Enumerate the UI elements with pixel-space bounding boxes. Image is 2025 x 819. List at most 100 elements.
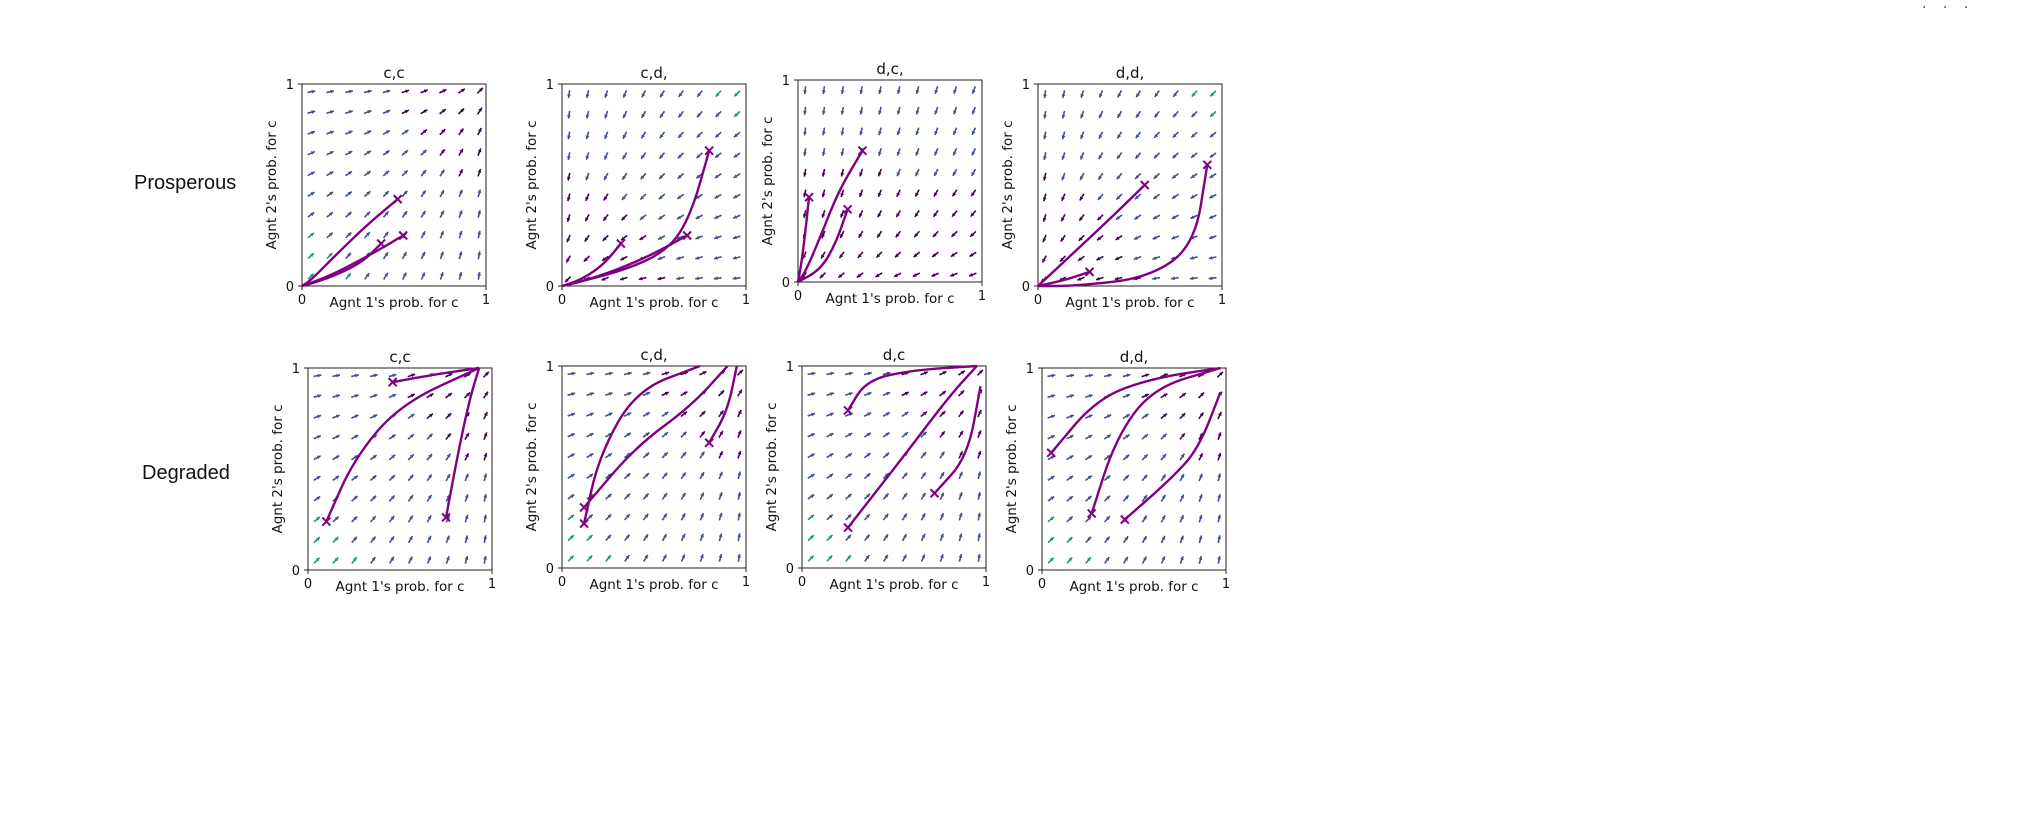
field-arrowhead <box>934 172 938 177</box>
field-arrowhead <box>663 493 667 498</box>
field-arrowhead <box>311 110 316 114</box>
field-arrowhead <box>1200 392 1205 397</box>
field-arrowhead <box>404 150 409 154</box>
field-arrowhead <box>1116 195 1121 200</box>
field-arrowhead <box>447 413 452 417</box>
field-arrowhead <box>1126 373 1131 378</box>
x-tick-label: 0 <box>794 289 802 304</box>
field-arrowhead <box>658 215 663 220</box>
field-arrowhead <box>977 512 982 517</box>
y-tick-label: 0 <box>1022 280 1030 295</box>
field-arrowhead <box>310 192 315 196</box>
field-arrowhead <box>940 533 944 538</box>
panel-title: c,c <box>389 348 410 366</box>
field-arrowhead <box>458 251 463 256</box>
field-arrowhead <box>645 452 650 457</box>
trajectory-start-marker <box>1202 160 1212 170</box>
field-arrowhead <box>441 149 445 154</box>
field-arrowhead <box>1199 412 1204 417</box>
field-arrowhead <box>940 554 944 559</box>
field-arrowhead <box>1117 93 1122 98</box>
field-arrowhead <box>977 533 981 538</box>
field-arrowhead <box>894 273 899 277</box>
field-arrowhead <box>830 392 834 396</box>
field-arrowhead <box>603 196 608 201</box>
field-arrowhead <box>1180 515 1184 520</box>
field-arrowhead <box>700 451 705 456</box>
field-arrowhead <box>1189 276 1194 281</box>
field-arrowhead <box>384 252 389 257</box>
x-axis-label: Agnt 1's prob. for c <box>1069 579 1198 595</box>
field-arrowhead <box>678 113 683 118</box>
vector-field <box>567 369 744 562</box>
field-arrowhead <box>1043 135 1047 140</box>
field-arrowhead <box>391 454 396 459</box>
field-arrowhead <box>384 272 388 277</box>
field-arrowhead <box>802 213 807 218</box>
field-arrowhead <box>483 432 488 437</box>
y-tick-label: 1 <box>546 360 554 375</box>
field-arrowhead <box>921 533 926 538</box>
field-arrowhead <box>1191 113 1196 117</box>
field-arrowhead <box>1049 537 1054 542</box>
trajectory-line <box>325 366 480 523</box>
field-arrowhead <box>875 273 880 277</box>
field-arrowhead <box>1171 276 1175 281</box>
field-arrowhead <box>1210 92 1215 97</box>
field-arrowhead <box>1190 256 1194 260</box>
field-arrowhead <box>677 215 682 220</box>
field-arrowhead <box>1180 535 1184 540</box>
field-arrowhead <box>977 409 982 414</box>
field-arrowhead <box>310 151 315 155</box>
field-arrowhead <box>1114 276 1119 281</box>
field-arrowhead <box>1069 455 1074 460</box>
field-arrowhead <box>1080 175 1084 180</box>
field-arrowhead <box>847 493 852 498</box>
field-arrowhead <box>477 148 482 153</box>
field-arrowhead <box>811 412 816 417</box>
field-arrowhead <box>1117 134 1121 139</box>
field-arrowhead <box>335 475 340 480</box>
field-arrowhead <box>810 494 815 499</box>
field-arrowhead <box>934 89 939 94</box>
field-arrowhead <box>585 135 590 140</box>
field-arrowhead <box>840 110 845 115</box>
field-arrowhead <box>971 89 976 94</box>
field-arrowhead <box>1134 215 1139 220</box>
field-arrowhead <box>1135 175 1139 179</box>
field-arrowhead <box>1209 153 1214 158</box>
field-arrowhead <box>714 235 719 240</box>
field-arrowhead <box>933 192 938 197</box>
field-arrowhead <box>896 172 901 177</box>
field-arrowhead <box>427 515 432 520</box>
field-arrowhead <box>1043 114 1047 119</box>
field-arrowhead <box>386 110 391 114</box>
field-arrowhead <box>681 492 686 497</box>
field-arrowhead <box>718 533 723 538</box>
field-arrowhead <box>840 233 844 238</box>
field-arrowhead <box>460 88 465 93</box>
panel-title: c,d, <box>640 346 667 364</box>
field-arrowhead <box>931 273 936 277</box>
field-arrowhead <box>602 257 607 261</box>
field-arrowhead <box>608 392 613 396</box>
field-arrowhead <box>1061 135 1066 140</box>
field-arrowhead <box>465 453 469 458</box>
field-arrowhead <box>367 110 372 114</box>
y-tick-label: 1 <box>1026 362 1034 377</box>
field-arrowhead <box>607 453 612 457</box>
field-arrowhead <box>347 273 351 278</box>
field-arrowhead <box>353 557 357 562</box>
field-arrowhead <box>589 412 594 417</box>
field-arrowhead <box>1208 276 1213 281</box>
field-arrowhead <box>1061 196 1065 201</box>
field-arrowhead <box>847 534 851 539</box>
field-arrowhead <box>959 471 963 476</box>
field-arrowhead <box>440 210 444 215</box>
field-arrowhead <box>570 494 575 499</box>
field-arrowhead <box>718 554 723 559</box>
field-arrowhead <box>1161 535 1166 540</box>
field-arrowhead <box>330 89 335 94</box>
field-arrowhead <box>700 513 704 518</box>
field-arrowhead <box>940 513 944 518</box>
